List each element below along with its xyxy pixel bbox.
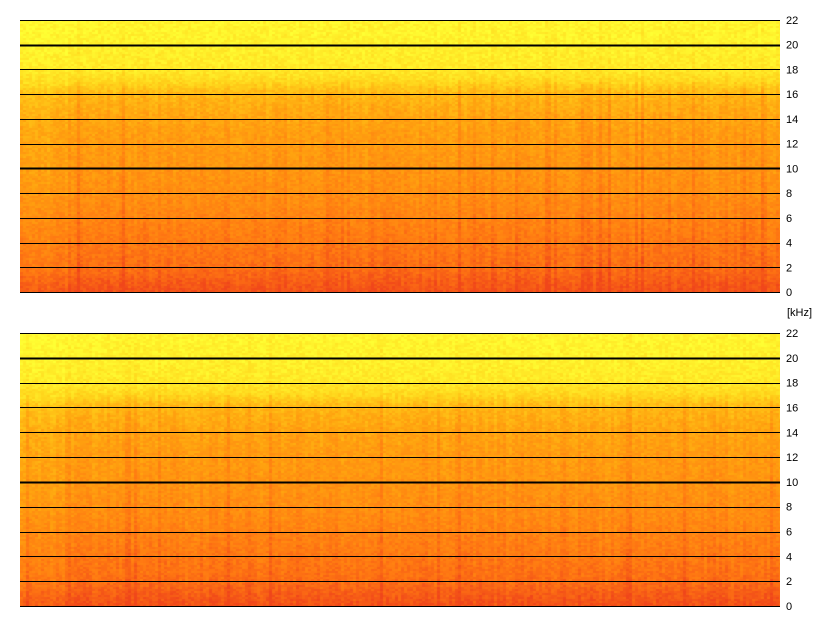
y-tick-label: 0 [786, 601, 792, 613]
y-tick-label: 6 [786, 213, 792, 225]
spectrogram-panel-channel-1: 0 2 4 6 8 10 12 14 16 18 20 22 [20, 15, 798, 299]
y-tick-label: 18 [786, 64, 798, 76]
spectrogram-image-channel-1 [20, 20, 780, 292]
y-tick-label: 14 [786, 427, 798, 439]
y-tick-label: 22 [786, 328, 798, 340]
y-tick-label: 8 [786, 188, 792, 200]
y-tick-label: 2 [786, 576, 792, 588]
y-tick-label: 20 [786, 353, 798, 365]
y-tick-label: 14 [786, 114, 798, 126]
y-tick-label: 8 [786, 502, 792, 514]
y-unit-label: [kHz] [787, 307, 812, 319]
y-tick-label: 6 [786, 527, 792, 539]
spectrogram-image-channel-2 [20, 333, 780, 606]
spectrogram-panel-channel-2: 0 2 4 6 8 10 12 14 16 18 20 22 [20, 328, 798, 613]
y-tick-label: 16 [786, 402, 798, 414]
y-tick-label: 12 [786, 452, 798, 464]
y-tick-label: 2 [786, 262, 792, 274]
y-tick-label: 10 [786, 163, 798, 175]
y-tick-label: 4 [786, 551, 792, 563]
y-tick-label: 18 [786, 378, 798, 390]
y-tick-label: 22 [786, 15, 798, 27]
y-tick-label: 16 [786, 89, 798, 101]
y-tick-label: 12 [786, 139, 798, 151]
y-tick-label: 4 [786, 238, 792, 250]
y-tick-label: 10 [786, 477, 798, 489]
y-tick-label: 0 [786, 287, 792, 299]
y-tick-label: 20 [786, 40, 798, 52]
